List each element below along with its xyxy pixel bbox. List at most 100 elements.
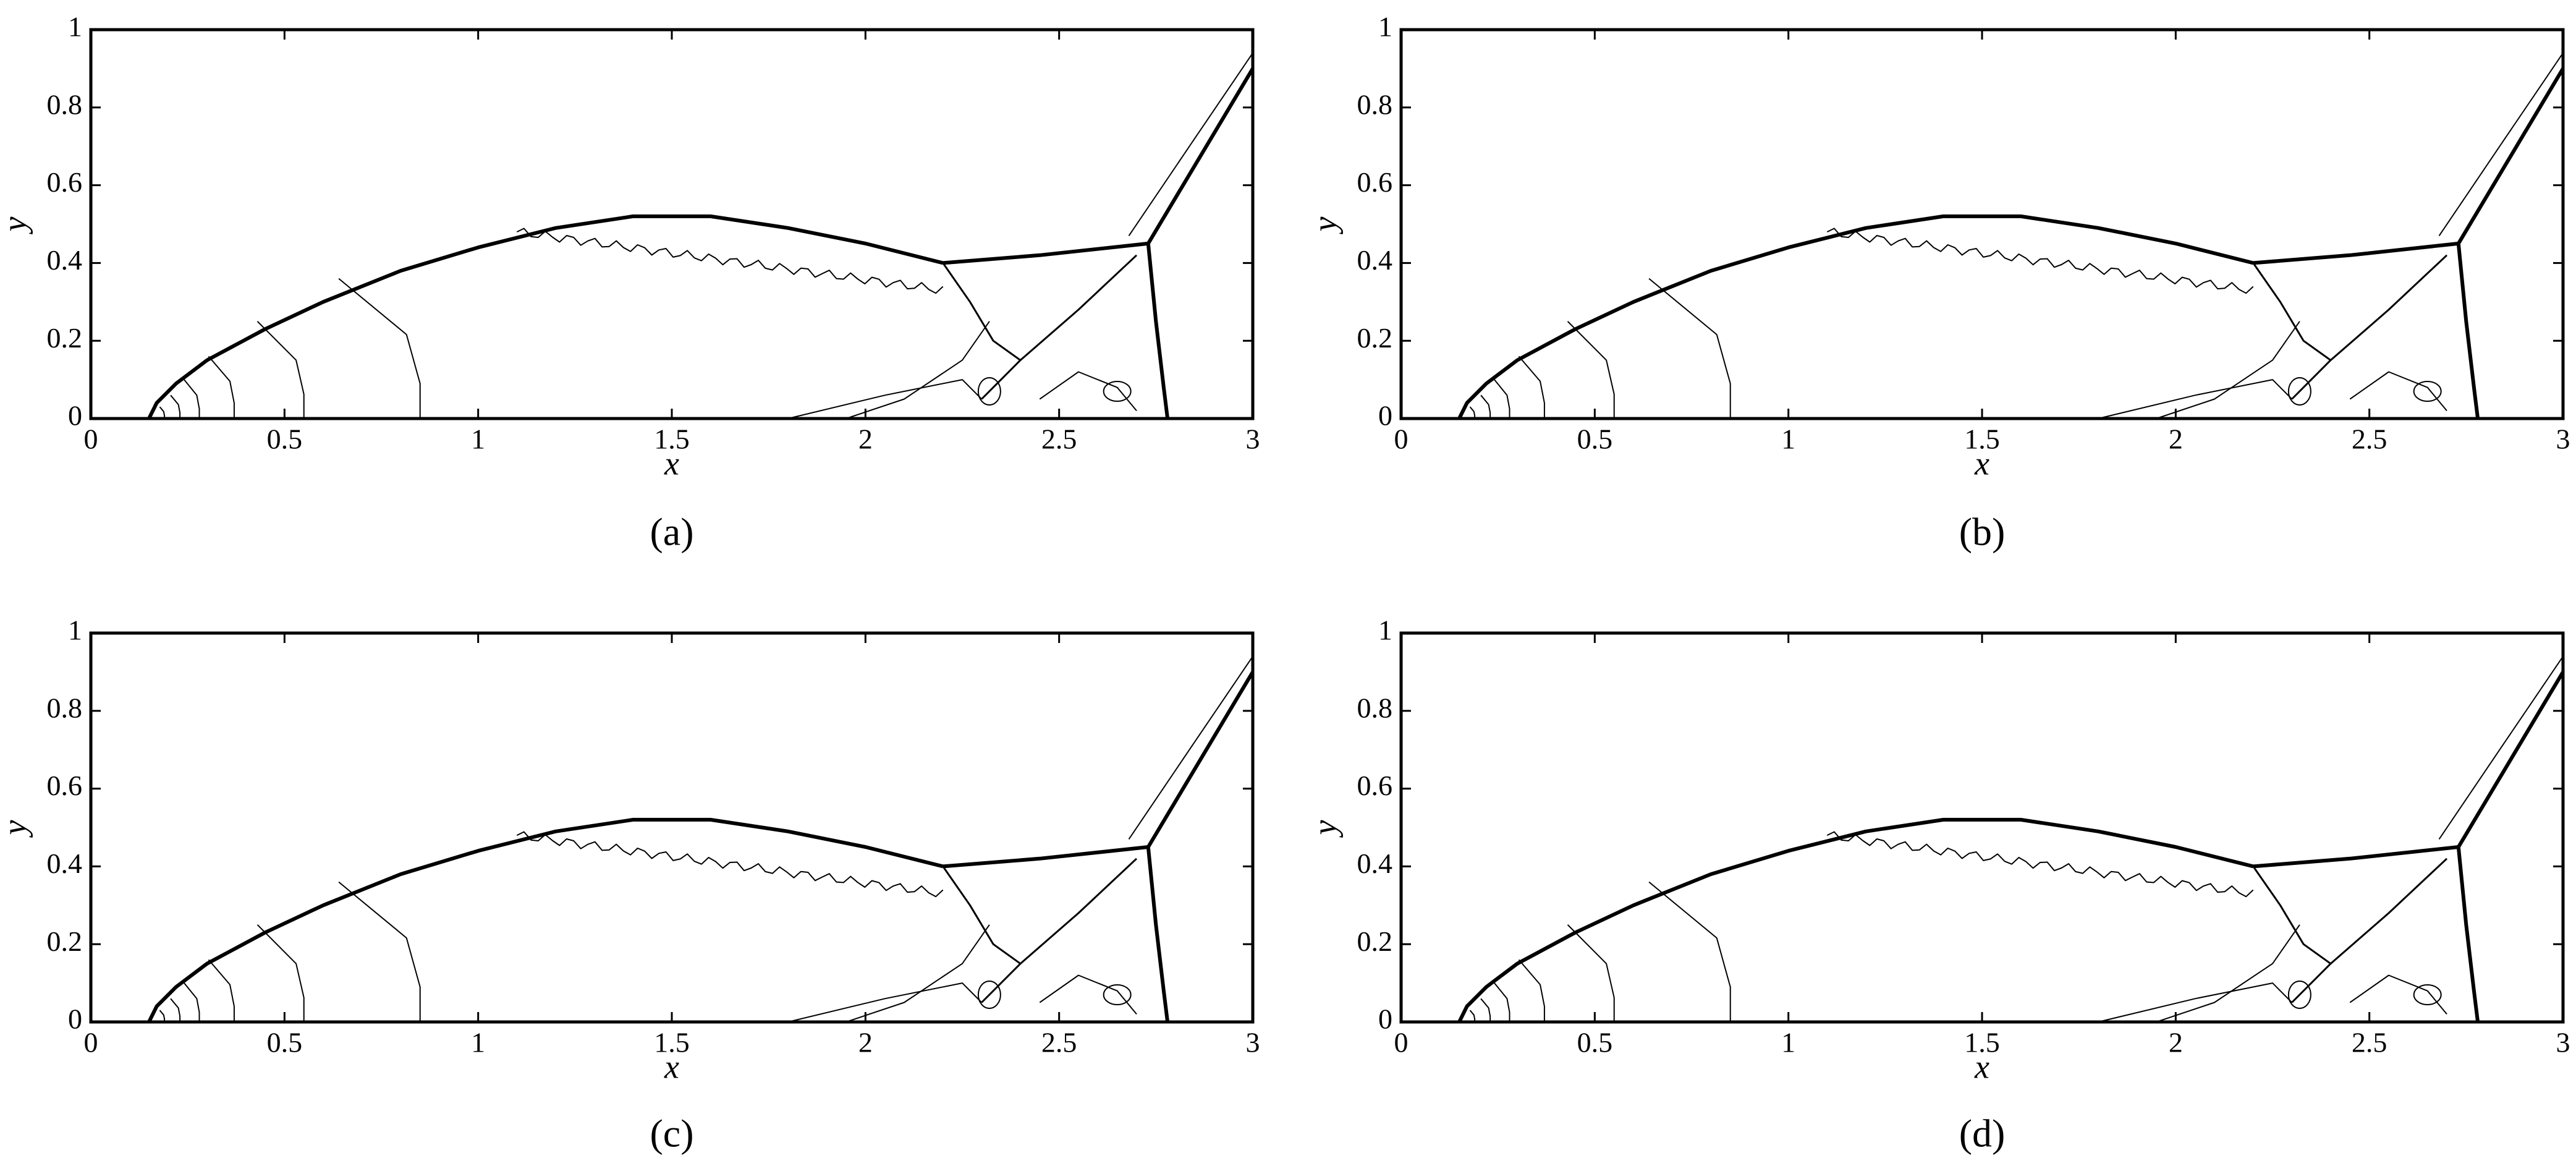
contour-line <box>256 321 305 419</box>
y-tick-label: 0.4 <box>47 244 83 276</box>
x-tick-label: 2.5 <box>2352 423 2387 455</box>
bow-shock <box>1457 214 2254 420</box>
contour-line <box>2098 982 2293 1023</box>
x-tick-label: 0.5 <box>1577 1027 1613 1058</box>
bow-shock <box>147 817 944 1023</box>
y-tick-label: 1 <box>68 615 82 646</box>
contour-line <box>981 254 1138 400</box>
y-axis-label: y <box>1306 216 1343 234</box>
x-tick-label: 0.5 <box>1577 423 1613 455</box>
y-tick-label: 0.6 <box>47 166 83 198</box>
contour-line <box>1826 228 2254 294</box>
x-tick-label: 3 <box>1246 423 1260 455</box>
contour-line <box>2156 924 2300 1023</box>
y-tick-label: 0 <box>68 400 82 432</box>
y-axis-label: y <box>0 820 33 838</box>
contour-line <box>516 831 944 898</box>
x-tick-label: 0 <box>1394 423 1409 455</box>
contour-line <box>845 321 990 419</box>
x-tick-label: 0 <box>84 1027 98 1058</box>
vortex <box>1103 380 1132 402</box>
bow-shock <box>1457 817 2254 1023</box>
contour-line <box>2438 53 2564 236</box>
contour-line <box>1567 924 1615 1022</box>
contour-line <box>2098 379 2293 419</box>
x-tick-label: 1.5 <box>1964 1027 2000 1058</box>
contour-line <box>159 1010 166 1022</box>
vortex <box>977 980 1001 1009</box>
y-tick-label: 0.6 <box>1357 770 1393 801</box>
x-tick-label: 0.5 <box>267 1027 303 1058</box>
x-tick-label: 2 <box>858 423 873 455</box>
contour-line <box>1469 1010 1476 1022</box>
panel-caption: (c) <box>650 1112 693 1155</box>
plot-frame <box>89 28 1255 420</box>
contour-line <box>1469 406 1476 419</box>
x-tick-label: 1 <box>1781 423 1795 455</box>
vortex <box>977 377 1001 406</box>
y-tick-label: 0.4 <box>1357 244 1393 276</box>
y-tick-label: 0 <box>68 1003 82 1035</box>
contour-line <box>2349 371 2447 412</box>
contour-line <box>2291 857 2448 1003</box>
x-axis-label: x <box>664 445 679 482</box>
y-tick-label: 0 <box>1378 400 1392 432</box>
contour-line <box>787 982 983 1023</box>
contour-line <box>516 228 944 294</box>
x-tick-label: 1 <box>1781 1027 1795 1058</box>
x-axis-label: x <box>664 1048 679 1085</box>
x-tick-label: 2.5 <box>1041 423 1077 455</box>
x-tick-label: 1.5 <box>654 1027 690 1058</box>
contour-line <box>981 857 1138 1003</box>
y-tick-label: 0.4 <box>1357 848 1393 879</box>
contour-line <box>1648 881 1731 1022</box>
x-axis-label: x <box>1974 445 1989 482</box>
contour-line <box>2349 974 2447 1015</box>
contour-line <box>1480 998 1491 1022</box>
vortex <box>2413 984 2442 1005</box>
vortex <box>2287 377 2311 406</box>
contour-line <box>170 394 181 419</box>
contour-line <box>2438 656 2564 840</box>
x-tick-label: 2 <box>858 1027 873 1058</box>
contour-line <box>1480 394 1491 419</box>
mach-stem <box>1146 243 1170 419</box>
reflected-shock <box>2253 845 2459 869</box>
contour-line <box>845 924 990 1023</box>
plot-frame <box>1399 631 2565 1024</box>
x-tick-label: 1.5 <box>654 423 690 455</box>
x-tick-label: 1.5 <box>1964 423 2000 455</box>
y-tick-label: 0.2 <box>47 926 83 957</box>
incident-shock <box>1146 671 1255 848</box>
slip-line <box>2252 866 2331 964</box>
vortex <box>2287 980 2311 1009</box>
y-tick-label: 0.8 <box>1357 692 1393 723</box>
x-tick-label: 3 <box>2556 1027 2570 1058</box>
mach-stem <box>1146 846 1170 1023</box>
y-tick-label: 0.8 <box>1357 88 1393 120</box>
x-tick-label: 2.5 <box>1041 1027 1077 1058</box>
contour-line <box>184 379 200 419</box>
contour-line <box>256 924 305 1022</box>
contour-line <box>1494 982 1510 1022</box>
vortex <box>2413 380 2442 402</box>
reflected-shock <box>943 241 1149 265</box>
y-axis-label: y <box>0 216 33 234</box>
x-tick-label: 2 <box>2169 1027 2183 1058</box>
mach-stem <box>2456 846 2480 1023</box>
contour-line <box>1128 656 1253 840</box>
y-tick-label: 0.6 <box>47 770 83 801</box>
panel-caption: (d) <box>1959 1112 2006 1155</box>
x-tick-label: 1 <box>471 1027 485 1058</box>
slip-line <box>2252 262 2331 361</box>
contour-line <box>787 379 983 419</box>
contour-line <box>1494 379 1510 419</box>
y-axis-label: y <box>1306 820 1343 838</box>
x-tick-label: 2.5 <box>2352 1027 2387 1058</box>
mach-stem <box>2456 243 2480 419</box>
panel-caption: (b) <box>1959 510 2006 554</box>
slip-line <box>942 866 1021 964</box>
y-tick-label: 0.6 <box>1357 166 1393 198</box>
x-tick-label: 0 <box>84 423 98 455</box>
contour-line <box>1567 321 1615 419</box>
